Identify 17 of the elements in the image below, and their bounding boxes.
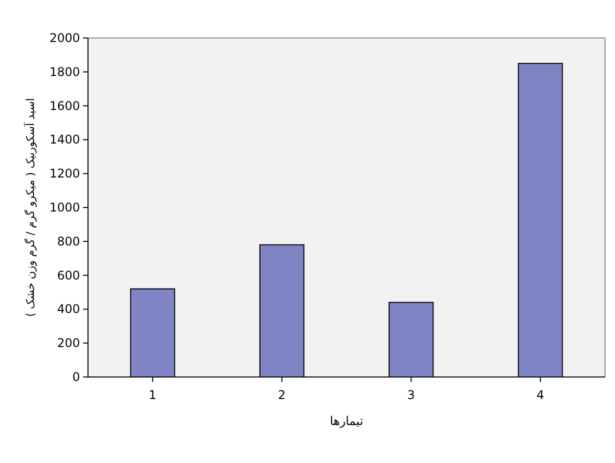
x-tick-label: 2 xyxy=(278,388,286,402)
y-tick-label: 600 xyxy=(57,268,80,282)
y-tick-label: 1800 xyxy=(49,64,80,79)
y-tick-label: 1400 xyxy=(49,132,80,147)
y-tick-label: 2000 xyxy=(49,31,80,45)
y-tick-label: 0 xyxy=(72,370,80,384)
y-tick-label: 1200 xyxy=(49,166,80,181)
x-tick-label: 1 xyxy=(148,388,156,402)
y-tick-label: 200 xyxy=(57,336,80,350)
y-tick-label: 800 xyxy=(57,234,80,248)
y-tick-label: 1600 xyxy=(49,98,80,113)
x-axis-title: تیمارها xyxy=(330,414,364,428)
y-axis-title: اسید آسکوربیک ( میکرو گرم / گرم وزن خشک ) xyxy=(23,98,37,317)
x-tick-label: 3 xyxy=(407,388,415,402)
y-tick-label: 400 xyxy=(57,302,80,316)
x-tick-label: 4 xyxy=(536,388,544,402)
y-tick-label: 1000 xyxy=(49,200,80,214)
